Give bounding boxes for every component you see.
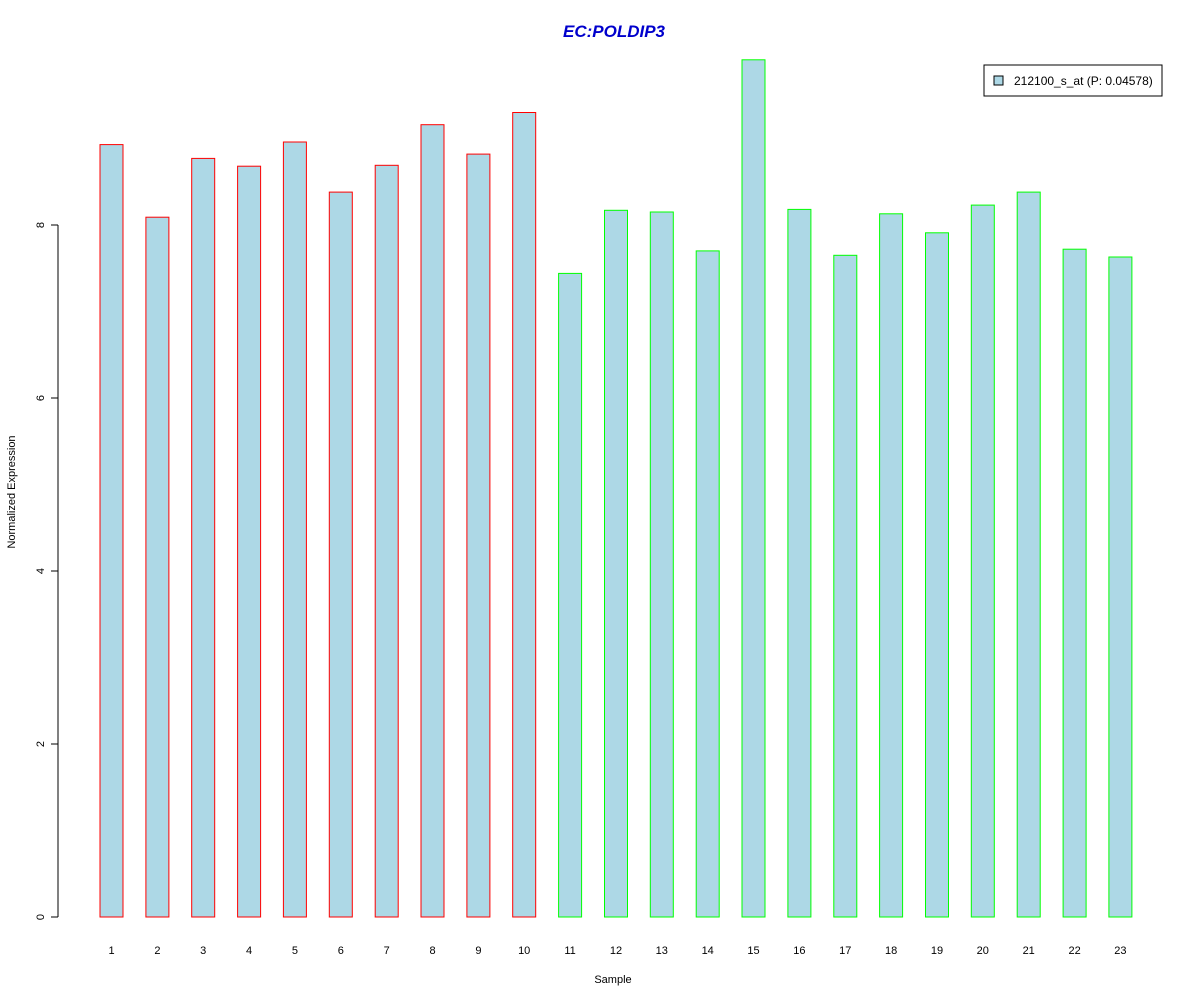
y-tick-label: 6	[35, 395, 47, 401]
bar-sample-10	[512, 112, 537, 918]
x-tick-label: 2	[154, 945, 160, 957]
x-tick-label: 7	[384, 945, 390, 957]
bar-sample-19	[925, 232, 949, 918]
bar-sample-14	[695, 250, 720, 918]
x-tick-label: 20	[977, 945, 989, 957]
bar-sample-12	[604, 209, 628, 918]
bar-sample-9	[466, 153, 491, 918]
bar-sample-22	[1062, 248, 1087, 918]
bar-sample-20	[970, 204, 995, 918]
x-tick-label: 22	[1068, 945, 1080, 957]
y-axis-label: Normalized Expression	[6, 435, 18, 548]
x-tick-label: 5	[292, 945, 298, 957]
x-tick-label: 9	[475, 945, 481, 957]
x-tick-label: 23	[1114, 945, 1126, 957]
bar-sample-17	[833, 254, 858, 918]
x-tick-label: 11	[564, 945, 575, 957]
bar-sample-7	[374, 164, 399, 918]
x-tick-labels: 1 2 3 4 5 6 7 8 9 10 11 12 13 14 15 16 17 18 19 20 21 22 23	[108, 945, 1126, 957]
x-tick-label: 18	[885, 945, 897, 957]
y-tick-label: 2	[35, 741, 47, 747]
x-tick-label: 14	[702, 945, 714, 957]
x-tick-label: 4	[246, 945, 252, 957]
x-tick-label: 10	[518, 945, 530, 957]
y-tick-label: 0	[35, 914, 47, 920]
x-tick-label: 19	[931, 945, 943, 957]
y-tick-label: 8	[35, 222, 47, 228]
legend: 212100_s_at (P: 0.04578)	[983, 64, 1163, 97]
bar-sample-21	[1016, 191, 1041, 918]
bar-sample-11	[558, 272, 583, 918]
x-tick-label: 16	[793, 945, 805, 957]
x-axis-label: Sample	[594, 974, 631, 986]
bar-sample-3	[191, 157, 216, 918]
x-tick-label: 3	[200, 945, 206, 957]
bar-sample-6	[328, 191, 353, 918]
bar-sample-13	[649, 211, 674, 918]
legend-box	[983, 64, 1163, 97]
x-tick-label: 21	[1023, 945, 1035, 957]
bar-sample-16	[787, 208, 812, 918]
x-tick-label: 8	[429, 945, 435, 957]
y-tick-label: 4	[35, 568, 47, 574]
bar-sample-18	[879, 213, 904, 918]
x-tick-label: 15	[747, 945, 759, 957]
legend-swatch	[993, 75, 1004, 86]
bar-sample-15	[741, 59, 766, 918]
x-tick-label: 1	[108, 945, 114, 957]
bar-sample-2	[145, 216, 170, 918]
bar-sample-5	[282, 141, 307, 918]
chart-title: EC:POLDIP3	[563, 22, 666, 41]
x-tick-label: 12	[610, 945, 622, 957]
bar-sample-1	[99, 144, 124, 918]
legend-label: 212100_s_at (P: 0.04578)	[1014, 74, 1153, 88]
y-axis: 0 2 4 6 8	[35, 222, 59, 920]
bar-sample-23	[1108, 256, 1133, 918]
x-tick-label: 6	[338, 945, 344, 957]
bars	[99, 59, 1133, 918]
bar-sample-8	[420, 124, 445, 918]
bar-sample-4	[237, 165, 262, 918]
x-tick-label: 13	[656, 945, 668, 957]
x-tick-label: 17	[839, 945, 851, 957]
